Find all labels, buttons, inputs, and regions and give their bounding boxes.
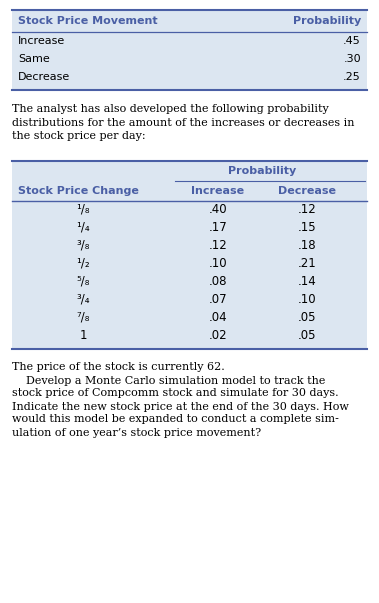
Bar — [12, 10, 367, 90]
Text: distributions for the amount of the increases or decreases in: distributions for the amount of the incr… — [12, 118, 354, 127]
Text: Same: Same — [18, 54, 50, 64]
Text: .02: .02 — [208, 329, 227, 342]
Bar — [12, 160, 367, 349]
Text: Decrease: Decrease — [278, 186, 336, 195]
Text: ¹/₄: ¹/₄ — [76, 221, 90, 234]
Text: .15: .15 — [298, 221, 316, 234]
Text: The price of the stock is currently 62.: The price of the stock is currently 62. — [12, 362, 225, 373]
Text: ¹/₈: ¹/₈ — [76, 203, 90, 216]
Text: .07: .07 — [208, 293, 227, 306]
Text: Stock Price Movement: Stock Price Movement — [18, 16, 158, 26]
Text: Indicate the new stock price at the end of the 30 days. How: Indicate the new stock price at the end … — [12, 402, 349, 411]
Text: ³/₈: ³/₈ — [76, 239, 90, 252]
Text: .30: .30 — [343, 54, 361, 64]
Text: The analyst has also developed the following probability: The analyst has also developed the follo… — [12, 104, 329, 114]
Text: .10: .10 — [298, 293, 316, 306]
Text: ³/₄: ³/₄ — [76, 293, 90, 306]
Text: .40: .40 — [208, 203, 227, 216]
Text: Probability: Probability — [293, 16, 361, 26]
Text: .25: .25 — [343, 72, 361, 82]
Text: Probability: Probability — [228, 165, 296, 175]
Text: 1: 1 — [79, 329, 87, 342]
Text: the stock price per day:: the stock price per day: — [12, 131, 146, 141]
Text: .12: .12 — [208, 239, 227, 252]
Text: ⁵/₈: ⁵/₈ — [76, 275, 90, 288]
Text: Develop a Monte Carlo simulation model to track the: Develop a Monte Carlo simulation model t… — [12, 376, 326, 385]
Text: .08: .08 — [209, 275, 227, 288]
Text: .10: .10 — [208, 257, 227, 270]
Text: would this model be expanded to conduct a complete sim-: would this model be expanded to conduct … — [12, 414, 339, 425]
Text: Stock Price Change: Stock Price Change — [18, 186, 139, 195]
Text: Decrease: Decrease — [18, 72, 70, 82]
Text: .45: .45 — [343, 36, 361, 46]
Text: .04: .04 — [208, 311, 227, 324]
Text: .21: .21 — [297, 257, 316, 270]
Text: Increase: Increase — [18, 36, 65, 46]
Text: ⁷/₈: ⁷/₈ — [76, 311, 90, 324]
Text: .05: .05 — [298, 329, 316, 342]
Text: ulation of one year’s stock price movement?: ulation of one year’s stock price moveme… — [12, 428, 261, 438]
Text: .12: .12 — [297, 203, 316, 216]
Text: ¹/₂: ¹/₂ — [76, 257, 90, 270]
Text: Increase: Increase — [191, 186, 244, 195]
Text: .18: .18 — [298, 239, 316, 252]
Text: stock price of Compcomm stock and simulate for 30 days.: stock price of Compcomm stock and simula… — [12, 388, 338, 399]
Text: .17: .17 — [208, 221, 227, 234]
Text: .05: .05 — [298, 311, 316, 324]
Text: .14: .14 — [297, 275, 316, 288]
